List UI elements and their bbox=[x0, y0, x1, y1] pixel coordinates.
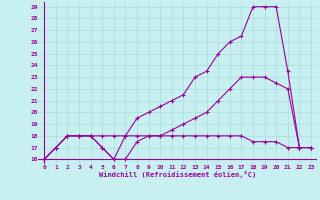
X-axis label: Windchill (Refroidissement éolien,°C): Windchill (Refroidissement éolien,°C) bbox=[99, 171, 256, 178]
